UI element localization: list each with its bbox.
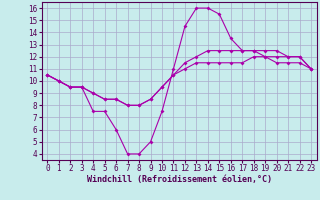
X-axis label: Windchill (Refroidissement éolien,°C): Windchill (Refroidissement éolien,°C) bbox=[87, 175, 272, 184]
